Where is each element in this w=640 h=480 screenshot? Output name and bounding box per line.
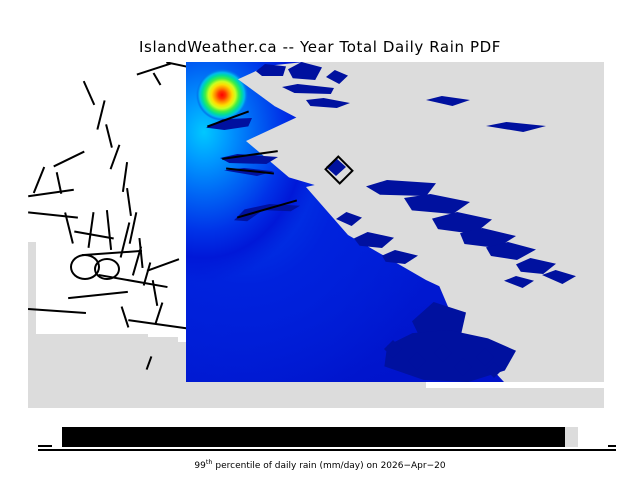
island-gulf-a: [384, 340, 402, 358]
colorbar[interactable]: [62, 427, 578, 447]
colorbar-caption: 99th percentile of daily rain (mm/day) o…: [0, 458, 640, 471]
colorbar-axis-line: [38, 449, 616, 451]
island-small-d: [516, 258, 556, 274]
colorbar-tick-left: [38, 445, 52, 447]
coastal-fringe-n: [426, 96, 470, 106]
island-gulf-f: [486, 362, 502, 378]
colorbar-fill: [62, 427, 565, 447]
island-small-b: [354, 232, 394, 248]
island-strait-c: [432, 212, 492, 234]
nodata-region-bottom-strip: [426, 379, 604, 388]
island-strait-e: [486, 242, 536, 260]
map-panel[interactable]: [28, 62, 604, 408]
rain-data-window[interactable]: [186, 62, 604, 382]
island-gulf-b: [408, 352, 426, 370]
colorbar-tick-right: [608, 445, 616, 447]
page-title: IslandWeather.ca -- Year Total Daily Rai…: [139, 38, 501, 56]
island-gulf-c: [434, 344, 452, 362]
coastline-inlet-ring-c: [94, 258, 120, 280]
island-gulf-e: [476, 348, 494, 366]
island-north-a: [256, 64, 286, 76]
caption-percentile-suffix: th: [205, 458, 213, 466]
coastal-fringe-ne: [486, 122, 546, 132]
colorbar-tail-segment: [565, 427, 578, 447]
channel-inlet-n4: [220, 154, 278, 164]
caption-rest: percentile of daily rain (mm/day) on 202…: [212, 461, 446, 471]
island-north-b: [288, 62, 322, 80]
channel-inlet-n1: [282, 84, 334, 94]
channel-inlet-n2: [306, 98, 350, 108]
caption-percentile-number: 99: [194, 461, 206, 471]
coastline-segment-s12: [145, 356, 153, 370]
island-gulf-d: [454, 358, 472, 376]
island-strait-a: [366, 180, 436, 196]
island-strait-d: [460, 228, 516, 248]
island-small-c: [382, 250, 418, 264]
island-strait-b: [404, 194, 470, 214]
lake-diamond-a: [326, 158, 346, 176]
